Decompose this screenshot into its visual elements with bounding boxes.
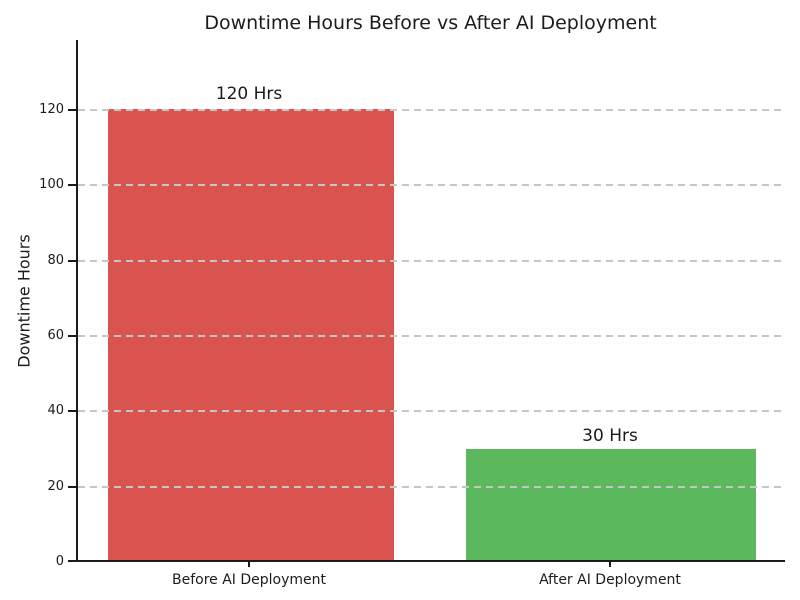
gridline-120 [78, 109, 785, 111]
y-tick-label-20: 20 [47, 479, 64, 494]
gridline-100 [78, 184, 785, 186]
y-tick-mark-0 [68, 560, 76, 562]
x-tick-label-before: Before AI Deployment [171, 572, 326, 588]
chart-title: Downtime Hours Before vs After AI Deploy… [204, 12, 657, 34]
bar-value-label-after: 30 Hrs [582, 426, 638, 446]
y-tick-mark-80 [68, 260, 76, 262]
y-tick-label-80: 80 [47, 253, 64, 268]
y-tick-label-100: 100 [39, 177, 64, 192]
y-tick-mark-40 [68, 410, 76, 412]
y-tick-label-120: 120 [39, 102, 64, 117]
y-tick-label-40: 40 [47, 403, 64, 418]
bar-value-label-before: 120 Hrs [215, 84, 283, 104]
gridline-40 [78, 410, 785, 412]
x-tick-mark-before [248, 562, 250, 567]
gridline-80 [78, 260, 785, 262]
y-tick-mark-100 [68, 184, 76, 186]
plot-area [76, 40, 785, 562]
y-tick-mark-120 [68, 109, 76, 111]
gridline-60 [78, 335, 785, 337]
gridline-20 [78, 486, 785, 488]
y-tick-label-60: 60 [47, 328, 64, 343]
x-tick-label-after: After AI Deployment [539, 572, 681, 588]
y-tick-label-0: 0 [55, 554, 64, 569]
y-tick-mark-20 [68, 486, 76, 488]
bar-after-ai-deployment [466, 449, 756, 560]
x-tick-mark-after [609, 562, 611, 567]
y-tick-mark-60 [68, 335, 76, 337]
